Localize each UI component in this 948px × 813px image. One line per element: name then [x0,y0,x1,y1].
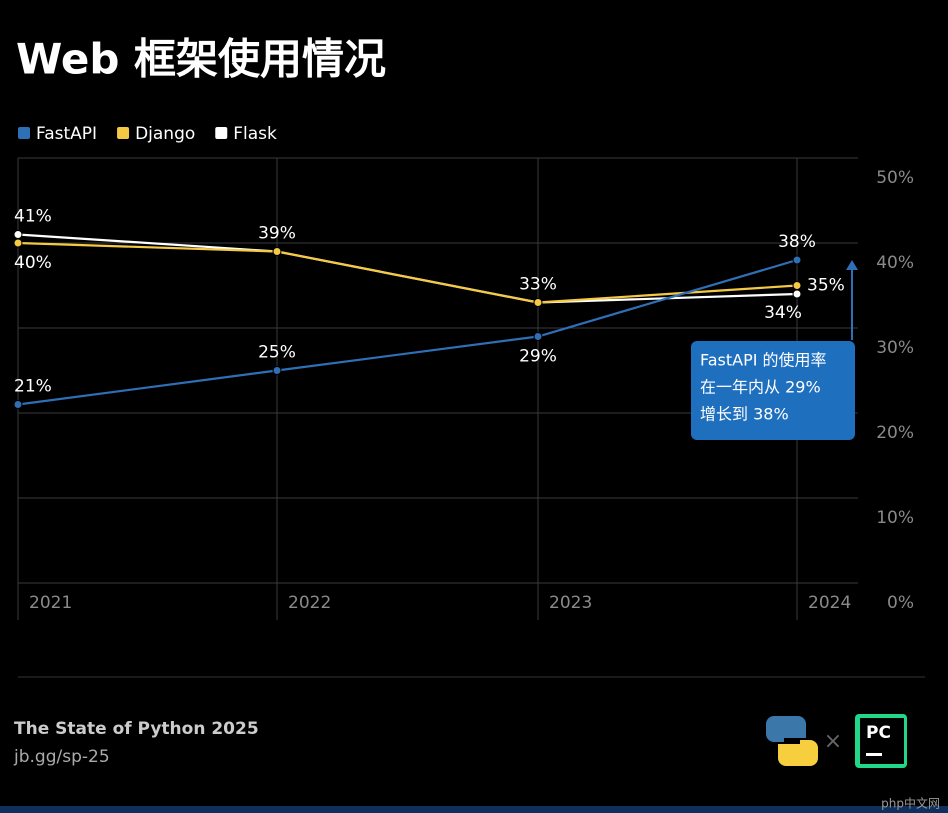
data-label: 29% [519,347,557,367]
times-sign: × [824,729,842,754]
point [13,230,23,239]
x-tick-label: 2021 [29,593,72,613]
x-tick-label: 2024 [808,593,851,613]
series-line [17,258,798,406]
series-line [17,241,798,304]
annotation-text: 在一年内从 29% [700,378,821,397]
data-label: 25% [258,343,296,363]
data-label: 21% [14,377,52,397]
legend-label: FastAPI [36,124,97,144]
point [533,298,543,307]
chart-title: Web 框架使用情况 [16,35,386,84]
watermark: php中文网 [881,796,940,811]
data-label: 40% [14,253,52,273]
bottom-stripe [0,806,948,813]
point [272,366,282,375]
data-label: 35% [807,276,845,296]
annotation-text: FastAPI 的使用率 [700,351,827,370]
y-tick-label: 0% [887,593,914,613]
legend-swatch [215,127,228,139]
y-tick-label: 50% [876,168,914,188]
legend-label: Flask [233,124,277,144]
svg-text:PC: PC [866,723,891,743]
annotation-arrowhead [846,260,858,270]
point [792,281,802,290]
point [792,289,802,299]
legend-swatch [18,127,30,139]
source: The State of Python 2025 [14,719,259,739]
y-tick-label: 30% [876,338,914,358]
data-label: 34% [764,303,802,323]
y-tick-label: 40% [876,253,914,273]
legend-label: Django [135,124,195,144]
y-tick-label: 20% [876,423,914,443]
point [533,332,543,341]
data-label: 41% [14,207,52,227]
point [13,238,23,248]
legend-swatch [117,127,130,139]
data-label: 38% [778,232,816,252]
pycharm-logo: PC [855,714,907,768]
x-tick-label: 2023 [549,593,592,613]
annotation-box [691,341,855,440]
y-tick-label: 10% [876,508,914,528]
point [792,255,802,265]
point [272,247,282,256]
data-label: 39% [258,224,296,244]
data-label: 33% [519,275,557,295]
x-tick-label: 2022 [288,593,331,613]
python-logo [766,716,818,766]
point [13,400,23,409]
link: jb.gg/sp-25 [13,747,110,767]
annotation-text: 增长到 38% [700,405,789,424]
